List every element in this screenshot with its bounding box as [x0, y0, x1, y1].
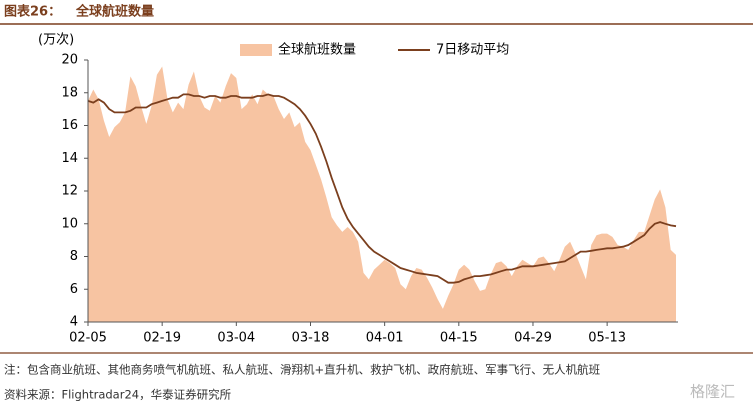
line [87, 93, 677, 284]
chart-title: 全球航班数量 [75, 4, 154, 20]
y-tick-label: 12 [61, 184, 78, 199]
note: 注：包含商业航班、其他商务喷气机航班、私人航班、滑翔机+直升机、救护飞机、政府航… [4, 363, 601, 377]
y-tick-label: 18 [61, 85, 78, 100]
figure-label: 图表26： [4, 4, 61, 20]
y-tick-label: 16 [61, 118, 78, 133]
source: 资料来源：Flightradar24，华泰证券研究所 [4, 388, 232, 402]
legend-swatch [240, 44, 272, 56]
x-tick-label: 04-15 [440, 331, 478, 346]
area [88, 66, 676, 322]
watermark: 格隆汇 [690, 383, 735, 401]
y-tick-label: 14 [61, 151, 78, 166]
y-tick-label: 20 [61, 53, 78, 68]
legend-label: 7日移动平均 [436, 43, 509, 58]
y-tick-label: 8 [70, 249, 78, 264]
x-tick-label: 04-01 [366, 331, 404, 346]
x-tick-label: 05-13 [588, 331, 626, 346]
x-tick-label: 02-19 [143, 331, 181, 346]
x-tick-label: 03-18 [292, 331, 330, 346]
y-tick-label: 6 [70, 282, 78, 297]
y-tick-label: 10 [61, 216, 78, 231]
x-tick-label: 04-29 [514, 331, 552, 346]
legend-label: 全球航班数量 [278, 42, 356, 58]
y-tick-label: 4 [70, 315, 78, 330]
x-tick-label: 03-04 [217, 331, 255, 346]
x-tick-label: 02-05 [69, 331, 107, 346]
y-axis-label: (万次) [38, 32, 74, 48]
